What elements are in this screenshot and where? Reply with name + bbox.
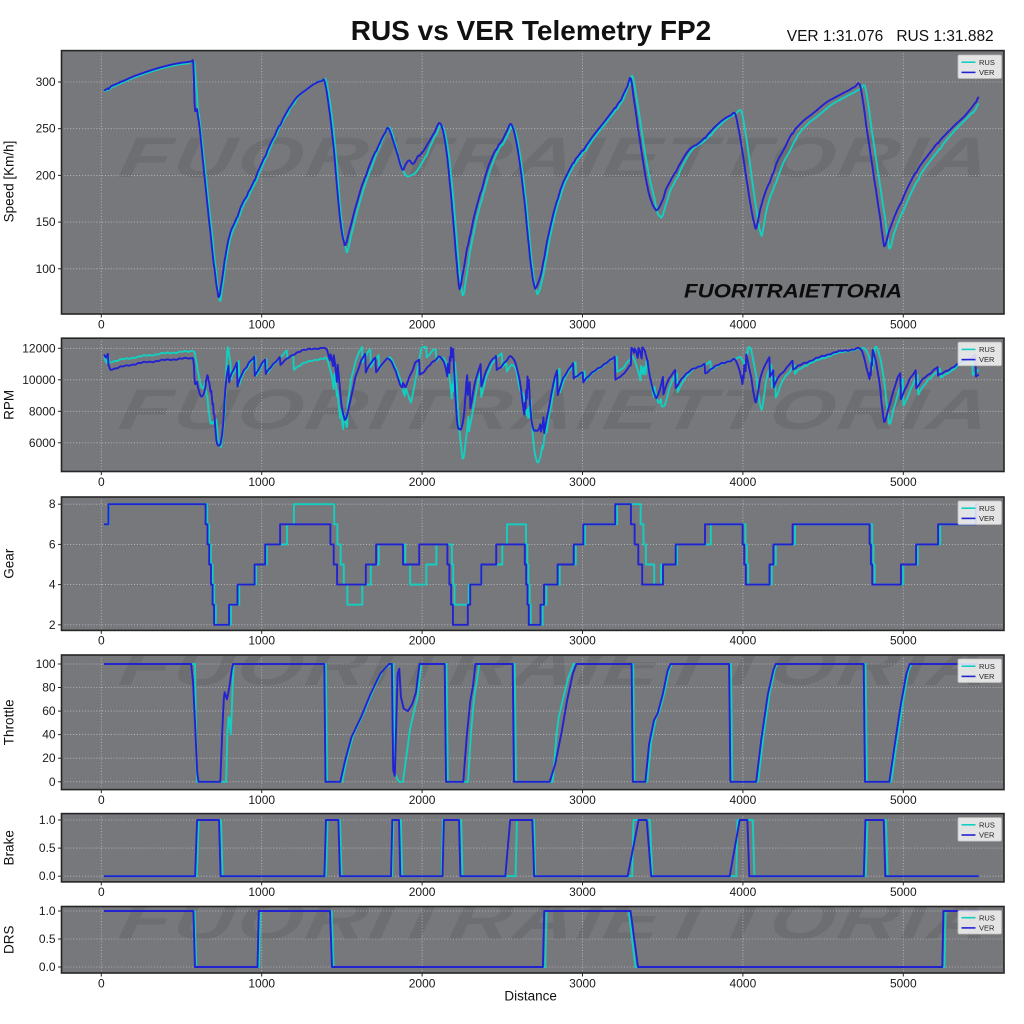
svg-text:2000: 2000 <box>409 793 436 807</box>
svg-text:4000: 4000 <box>730 976 757 990</box>
svg-text:2: 2 <box>49 618 56 632</box>
svg-text:Speed [Km/h]: Speed [Km/h] <box>2 141 17 223</box>
svg-text:2000: 2000 <box>409 475 436 489</box>
svg-text:80: 80 <box>42 681 56 695</box>
svg-text:FUORITRAIETTORIA: FUORITRAIETTORIA <box>684 281 902 303</box>
svg-text:VER: VER <box>979 672 995 681</box>
svg-text:RUS: RUS <box>979 345 995 354</box>
svg-text:2000: 2000 <box>409 885 436 899</box>
svg-text:3000: 3000 <box>569 475 596 489</box>
svg-text:VER: VER <box>979 924 995 933</box>
svg-text:3000: 3000 <box>569 885 596 899</box>
svg-text:40: 40 <box>42 728 56 742</box>
svg-text:4: 4 <box>49 578 56 592</box>
svg-text:RUS 1:31.882: RUS 1:31.882 <box>896 28 993 45</box>
svg-text:1000: 1000 <box>248 475 275 489</box>
svg-text:DRS: DRS <box>2 926 17 955</box>
svg-text:3000: 3000 <box>569 317 596 331</box>
svg-text:1.0: 1.0 <box>39 813 56 827</box>
svg-text:5000: 5000 <box>890 793 917 807</box>
svg-text:1000: 1000 <box>248 317 275 331</box>
svg-text:60: 60 <box>42 704 56 718</box>
svg-text:20: 20 <box>42 751 56 765</box>
svg-text:VER: VER <box>979 68 995 77</box>
svg-text:1000: 1000 <box>248 976 275 990</box>
svg-text:12000: 12000 <box>22 341 56 355</box>
svg-text:VER: VER <box>979 355 995 364</box>
svg-text:0: 0 <box>98 634 105 648</box>
svg-text:2000: 2000 <box>409 317 436 331</box>
svg-text:0: 0 <box>98 793 105 807</box>
svg-text:4000: 4000 <box>730 885 757 899</box>
svg-text:4000: 4000 <box>730 475 757 489</box>
svg-text:5000: 5000 <box>890 634 917 648</box>
svg-text:RUS: RUS <box>979 504 995 513</box>
svg-text:6000: 6000 <box>29 436 56 450</box>
svg-text:3000: 3000 <box>569 976 596 990</box>
svg-text:6: 6 <box>49 537 56 551</box>
svg-text:3000: 3000 <box>569 634 596 648</box>
svg-text:1000: 1000 <box>248 634 275 648</box>
svg-text:RUS: RUS <box>979 58 995 67</box>
svg-text:Gear: Gear <box>2 548 17 579</box>
svg-text:VER: VER <box>979 514 995 523</box>
svg-text:150: 150 <box>36 215 56 229</box>
svg-text:5000: 5000 <box>890 317 917 331</box>
svg-text:0.5: 0.5 <box>39 841 56 855</box>
svg-text:8000: 8000 <box>29 404 56 418</box>
svg-text:0.0: 0.0 <box>39 869 56 883</box>
svg-text:200: 200 <box>36 168 56 182</box>
svg-text:100: 100 <box>36 657 56 671</box>
svg-text:Brake: Brake <box>2 830 17 865</box>
svg-text:0: 0 <box>98 976 105 990</box>
svg-text:VER: VER <box>979 831 995 840</box>
svg-text:0: 0 <box>98 885 105 899</box>
svg-text:Distance: Distance <box>504 989 557 1004</box>
svg-text:5000: 5000 <box>890 885 917 899</box>
svg-text:2000: 2000 <box>409 976 436 990</box>
svg-text:8: 8 <box>49 497 56 511</box>
svg-text:100: 100 <box>36 262 56 276</box>
svg-text:2000: 2000 <box>409 634 436 648</box>
svg-text:1.0: 1.0 <box>39 904 56 918</box>
svg-text:250: 250 <box>36 122 56 136</box>
svg-text:RPM: RPM <box>2 390 17 420</box>
svg-text:4000: 4000 <box>730 793 757 807</box>
svg-text:5000: 5000 <box>890 976 917 990</box>
svg-text:300: 300 <box>36 75 56 89</box>
svg-text:RUS vs VER Telemetry FP2: RUS vs VER Telemetry FP2 <box>351 15 712 46</box>
svg-text:RUS: RUS <box>979 662 995 671</box>
svg-text:5000: 5000 <box>890 475 917 489</box>
svg-text:VER 1:31.076: VER 1:31.076 <box>787 28 884 45</box>
svg-text:FUORITRAIETTORIA: FUORITRAIETTORIA <box>115 378 998 442</box>
svg-text:0: 0 <box>98 317 105 331</box>
svg-text:RUS: RUS <box>979 913 995 922</box>
svg-text:FUORITRAIETTORIA: FUORITRAIETTORIA <box>115 126 998 190</box>
svg-text:1000: 1000 <box>248 793 275 807</box>
svg-text:0.5: 0.5 <box>39 932 56 946</box>
svg-text:4000: 4000 <box>730 634 757 648</box>
svg-text:0: 0 <box>49 775 56 789</box>
svg-text:0.0: 0.0 <box>39 960 56 974</box>
svg-text:4000: 4000 <box>730 317 757 331</box>
svg-text:3000: 3000 <box>569 793 596 807</box>
svg-text:Throttle: Throttle <box>2 699 17 745</box>
svg-text:1000: 1000 <box>248 885 275 899</box>
svg-text:0: 0 <box>98 475 105 489</box>
svg-text:RUS: RUS <box>979 820 995 829</box>
svg-text:10000: 10000 <box>22 373 56 387</box>
